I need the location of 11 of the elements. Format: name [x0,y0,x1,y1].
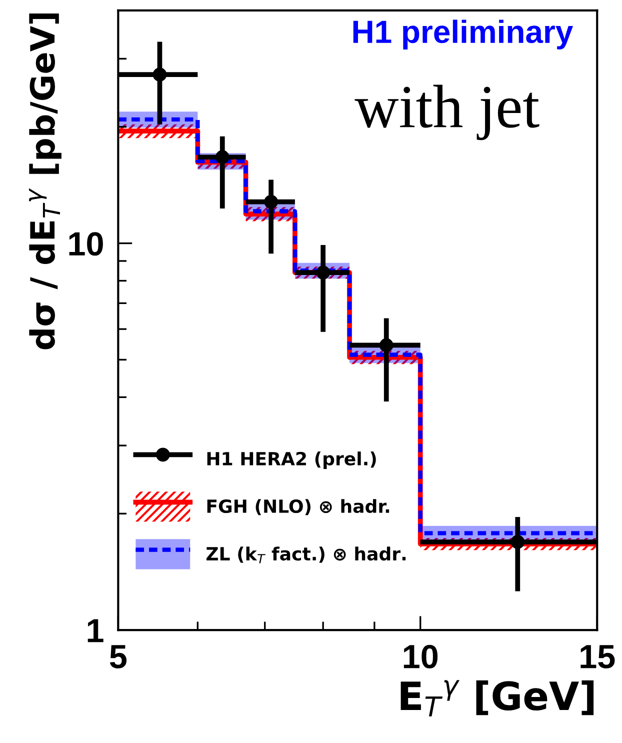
x-axis-title: E$_{T}$$^{γ}$ [GeV] [400,680,594,716]
annotation: H1 preliminary [353,20,574,50]
y-axis-title: dσ / dE$_{T}$$^{γ}$ [pb/GeV] [28,14,62,350]
annotation: with jet [354,84,540,140]
x-tick-label: 15 [580,645,615,668]
x-tick-label: 5 [110,645,127,668]
legend-label: FGH (NLO) ⊗ hadr. [207,499,390,516]
y-tick-label: 1 [88,619,104,642]
x-tick-label: 10 [404,644,438,668]
legend-label: ZL (k$_{T}$ fact.) ⊗ hadr. [206,546,406,564]
legend-label: H1 HERA2 (prel.) [207,452,376,470]
